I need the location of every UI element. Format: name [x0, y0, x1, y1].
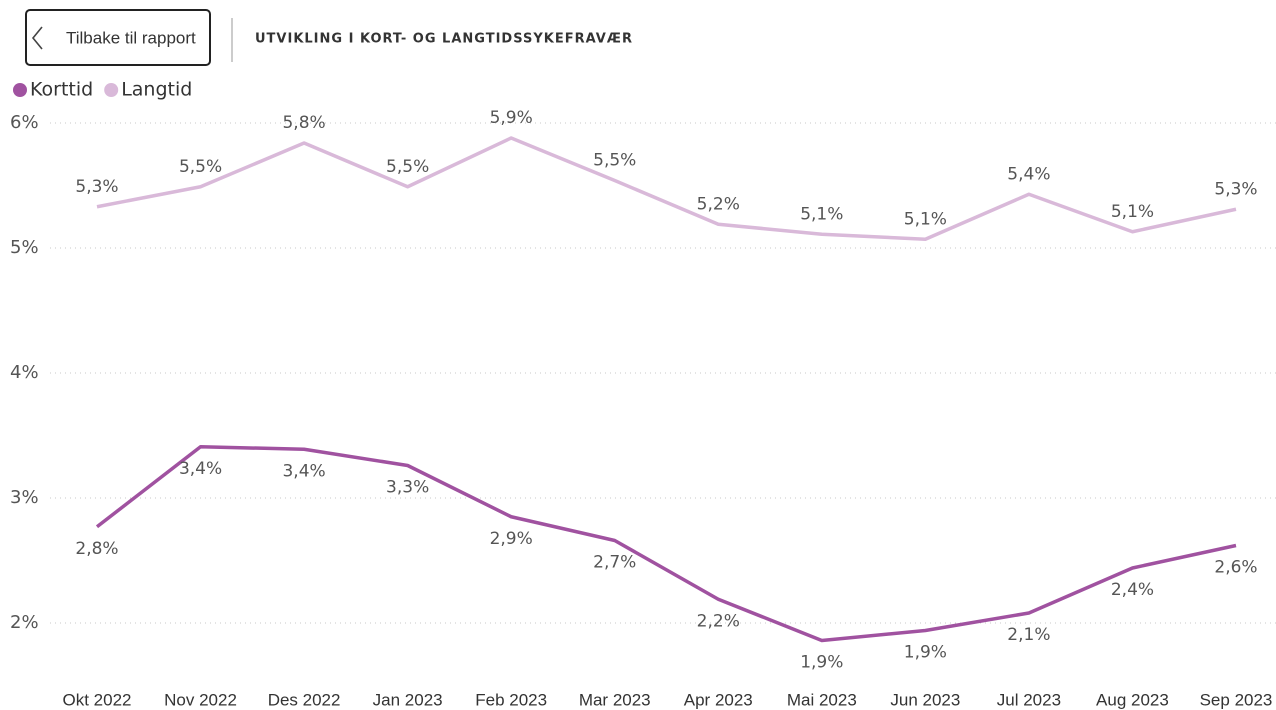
x-tick-label: Nov 2022 [164, 690, 237, 709]
y-tick-label: 5% [10, 237, 39, 258]
y-tick-label: 3% [10, 487, 39, 508]
x-tick-label: Mar 2023 [579, 690, 651, 709]
series-line [95, 445, 1237, 643]
x-tick-label: Des 2022 [268, 690, 341, 709]
data-label: 3,4% [282, 461, 325, 481]
data-label: 5,3% [1214, 179, 1257, 199]
data-label: 3,3% [386, 478, 429, 498]
legend-swatch [104, 83, 119, 97]
legend-label: Korttid [30, 79, 93, 101]
y-tick-label: 6% [10, 112, 39, 133]
y-tick-label: 4% [10, 362, 39, 383]
x-tick-label: Sep 2023 [1200, 690, 1273, 709]
data-label: 5,2% [697, 194, 740, 214]
x-tick-label: Mai 2023 [787, 690, 857, 709]
data-label: 5,8% [282, 113, 325, 133]
y-tick-label: 2% [10, 612, 39, 633]
back-label[interactable]: Tilbake til rapport [66, 28, 196, 47]
data-label: 5,1% [904, 209, 947, 229]
legend-label: Langtid [121, 79, 192, 101]
data-label: 2,4% [1111, 580, 1154, 600]
data-label: 1,9% [800, 653, 843, 673]
x-tick-label: Feb 2023 [475, 690, 547, 709]
x-tick-label: Okt 2022 [63, 690, 132, 709]
data-label: 5,3% [75, 177, 118, 197]
x-tick-label: Jul 2023 [997, 690, 1061, 709]
legend-swatch [13, 83, 27, 97]
data-label: 5,5% [179, 157, 222, 177]
x-tick-label: Jun 2023 [890, 690, 960, 709]
x-tick-label: Jan 2023 [373, 690, 443, 709]
back-icon [31, 26, 43, 50]
back-button[interactable] [25, 9, 211, 66]
data-label: 5,1% [800, 204, 843, 224]
chart-title: UTVIKLING I KORT- OG LANGTIDSSYKEFRAVÆR [255, 32, 633, 47]
x-tick-label: Aug 2023 [1096, 690, 1169, 709]
x-tick-label: Apr 2023 [684, 690, 753, 709]
data-label: 2,9% [490, 529, 533, 549]
data-label: 2,8% [75, 539, 118, 559]
data-label: 2,2% [697, 611, 740, 631]
data-label: 3,4% [179, 459, 222, 479]
data-label: 2,7% [593, 553, 636, 573]
data-label: 2,6% [1214, 558, 1257, 578]
data-label: 5,9% [490, 108, 533, 128]
series-line [96, 136, 1237, 241]
data-label: 5,5% [593, 151, 636, 171]
data-label: 5,5% [386, 157, 429, 177]
data-label: 1,9% [904, 643, 947, 663]
data-label: 5,1% [1111, 202, 1154, 222]
data-label: 2,1% [1007, 625, 1050, 645]
data-label: 5,4% [1007, 164, 1050, 184]
